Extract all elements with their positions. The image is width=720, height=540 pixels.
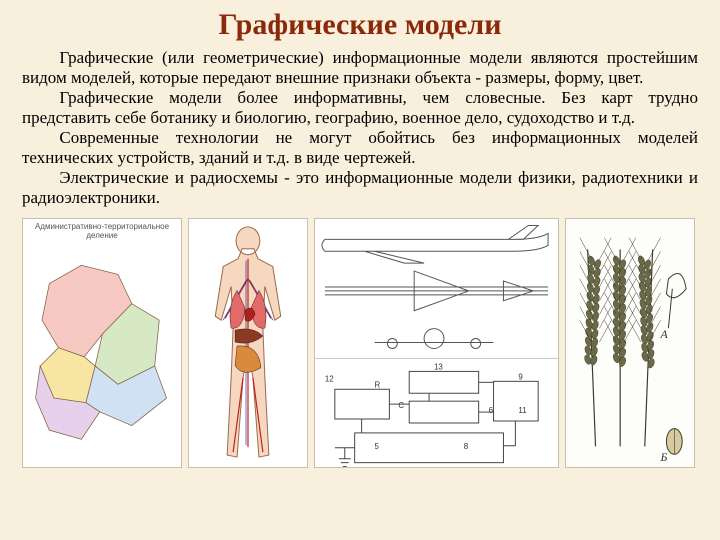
svg-text:11: 11 (518, 406, 527, 415)
paragraph-1: Графические (или геометрические) информа… (22, 48, 698, 88)
map-svg (31, 241, 173, 459)
airplane-front (375, 329, 494, 349)
svg-text:8: 8 (464, 442, 469, 451)
figure-technical: 12 13 6 9 11 5 8 R C (314, 218, 559, 468)
paragraph-3: Современные технологии не могут обойтись… (22, 128, 698, 168)
circuit-svg: 12 13 6 9 11 5 8 R C (315, 359, 558, 468)
paragraph-4: Электрические и радиосхемы - это информа… (22, 168, 698, 208)
figures-row: Административно-территориальное деление … (22, 218, 698, 468)
svg-text:R: R (375, 381, 381, 390)
figure-map: Административно-территориальное деление (22, 218, 182, 468)
paragraph-2: Графические модели более информативны, ч… (22, 88, 698, 128)
map-caption: Административно-территориальное деление (23, 222, 181, 240)
svg-text:Б: Б (660, 451, 668, 465)
airplane-svg (315, 219, 558, 358)
slide: Графические модели Графические (или геом… (0, 0, 720, 540)
svg-text:6: 6 (489, 406, 494, 415)
svg-text:12: 12 (325, 375, 334, 384)
anatomy-svg (189, 219, 307, 467)
svg-text:13: 13 (434, 363, 443, 372)
airplane-top (325, 271, 548, 311)
figure-anatomy (188, 218, 308, 468)
svg-text:C: C (398, 401, 404, 410)
plant-svg: АБ (566, 219, 694, 467)
page-title: Графические модели (22, 8, 698, 42)
figure-botany: АБ (565, 218, 695, 468)
airplane-side (322, 226, 548, 264)
svg-text:5: 5 (375, 442, 380, 451)
svg-text:А: А (660, 327, 669, 341)
svg-text:9: 9 (518, 373, 523, 382)
